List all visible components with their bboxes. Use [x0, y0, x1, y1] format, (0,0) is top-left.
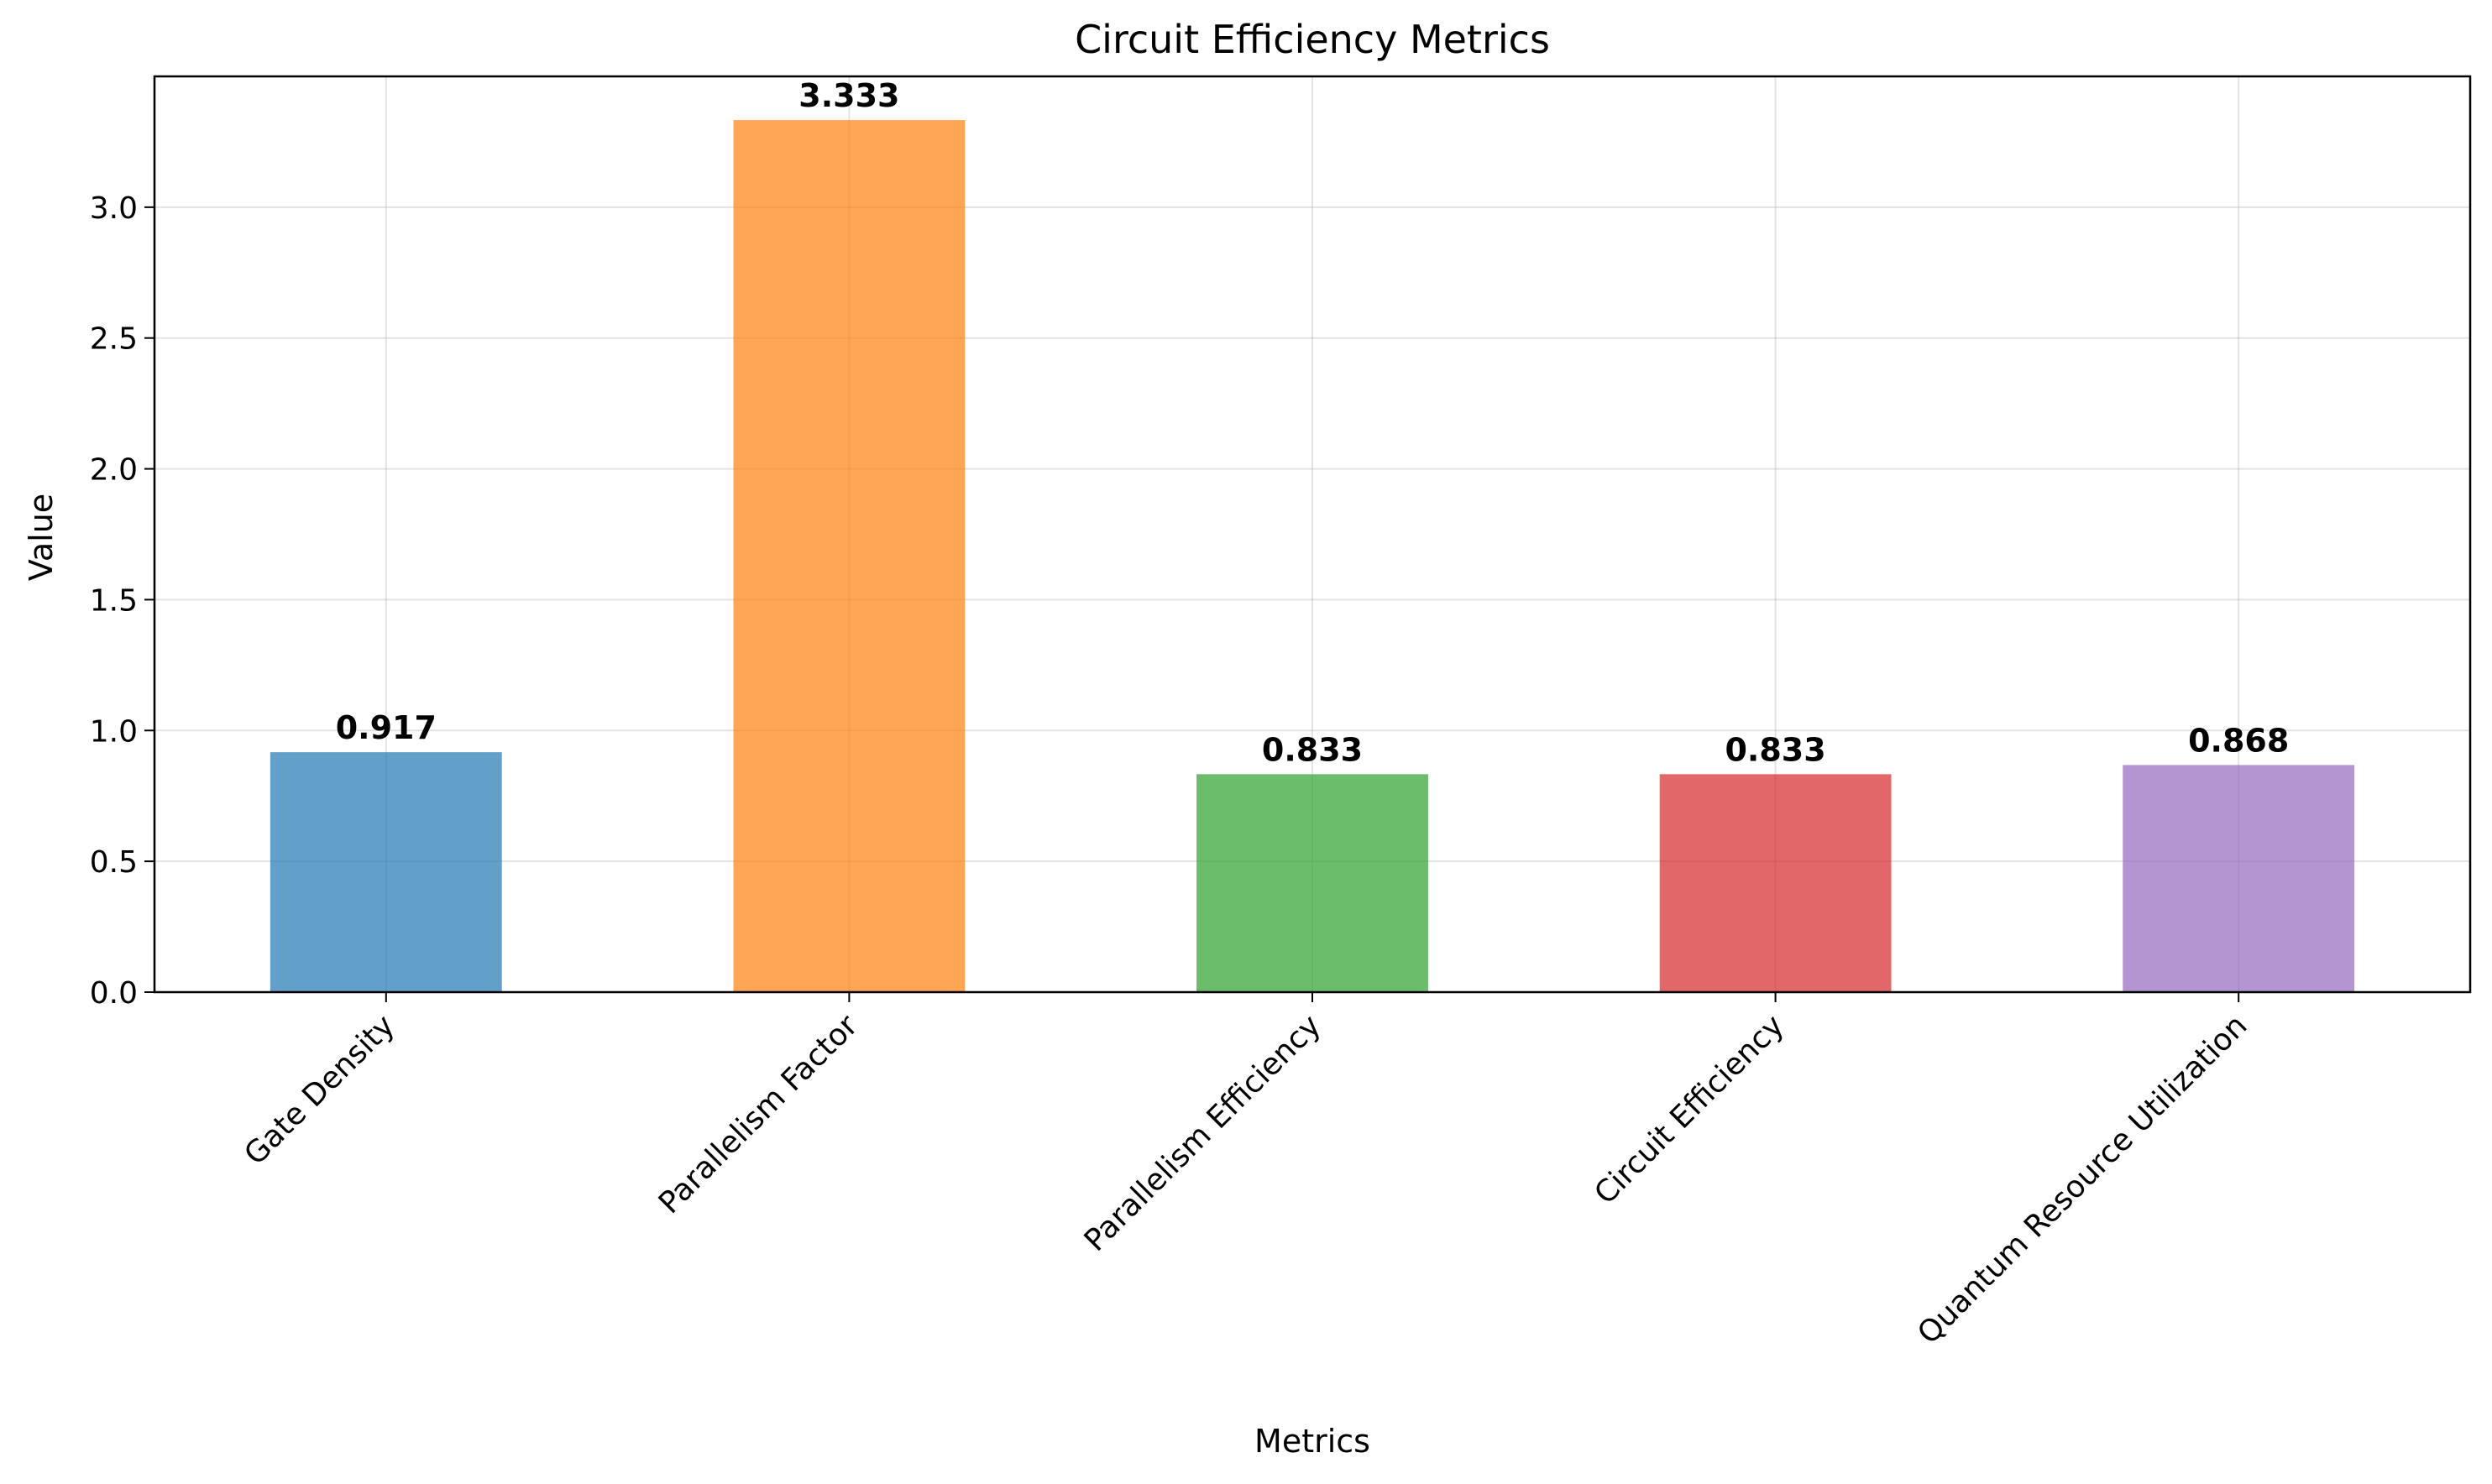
data-label: 3.333	[798, 77, 899, 114]
y-tick-label: 1.0	[90, 714, 138, 749]
x-tick-label: Quantum Resource Utilization	[1911, 1008, 2254, 1351]
chart-title: Circuit Efficiency Metrics	[1075, 17, 1550, 62]
y-axis-label: Value	[23, 494, 60, 581]
bar	[1196, 774, 1428, 992]
bar	[2123, 765, 2355, 992]
bar	[270, 752, 502, 992]
x-tick-label: Gate Density	[238, 1008, 401, 1172]
y-tick-label: 1.5	[90, 583, 138, 618]
y-tick-label: 3.0	[90, 191, 138, 226]
x-axis-label: Metrics	[1254, 1423, 1370, 1460]
x-tick-label: Circuit Efficiency	[1588, 1008, 1791, 1211]
x-tick-label: Parallelism Factor	[652, 1008, 865, 1220]
bar	[733, 120, 966, 993]
y-tick-label: 0.5	[90, 845, 138, 880]
y-tick-label: 0.0	[90, 976, 138, 1011]
data-label: 0.833	[1725, 731, 1825, 768]
y-tick-label: 2.5	[90, 322, 138, 357]
data-label: 0.868	[2188, 722, 2289, 759]
y-tick-label: 2.0	[90, 453, 138, 488]
data-labels: 0.917 3.333 0.833 0.833 0.868	[336, 77, 2290, 768]
x-tick-label: Parallelism Efficiency	[1078, 1008, 1328, 1258]
data-label: 0.833	[1262, 731, 1363, 768]
bars	[270, 120, 2355, 993]
grid	[154, 76, 2470, 993]
bar	[1659, 774, 1892, 992]
data-label: 0.917	[336, 709, 437, 746]
